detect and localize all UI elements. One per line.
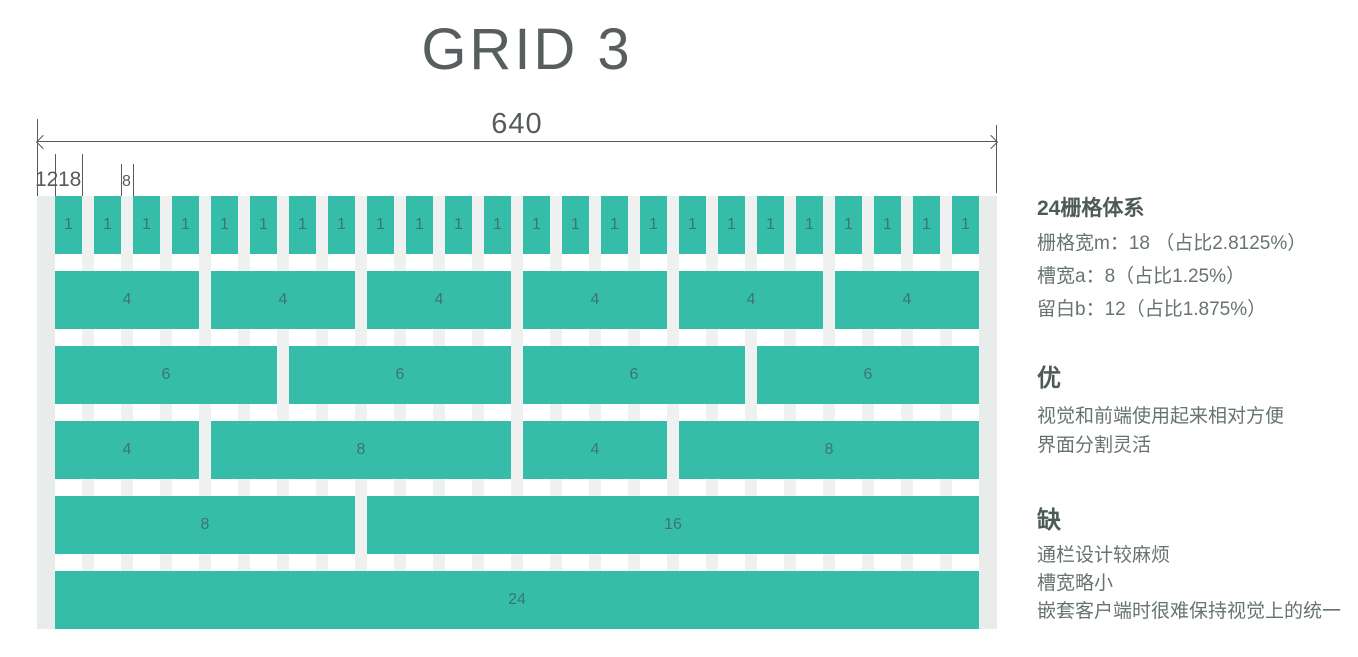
grid-block-span-1: 1 xyxy=(913,196,940,254)
grid-block-span-1: 1 xyxy=(445,196,472,254)
grid-block-span-4: 4 xyxy=(679,271,823,329)
grid-block-span-1: 1 xyxy=(718,196,745,254)
gutter-stripe xyxy=(589,196,601,629)
page-title: GRID 3 xyxy=(421,17,633,82)
gutter-stripe xyxy=(901,196,913,629)
grid-block-span-1: 1 xyxy=(211,196,238,254)
tick-margin-end xyxy=(55,154,56,196)
grid-block-span-1: 1 xyxy=(601,196,628,254)
grid-block-span-6: 6 xyxy=(757,346,979,404)
grid-block-span-1: 1 xyxy=(172,196,199,254)
pros-list: 视觉和前端使用起来相对方便 界面分割灵活 xyxy=(1037,402,1284,460)
grid-block-span-1: 1 xyxy=(289,196,316,254)
dimension-total-label: 640 xyxy=(491,108,543,140)
panel-heading: 24栅格体系 xyxy=(1037,197,1145,220)
gutter-stripe xyxy=(940,196,952,629)
grid-block-span-8: 8 xyxy=(679,421,979,479)
gutter-stripe xyxy=(121,196,133,629)
grid-block-span-1: 1 xyxy=(55,196,82,254)
gutter-stripe xyxy=(238,196,250,629)
pros-heading: 优 xyxy=(1037,365,1061,392)
text-line: 槽宽略小 xyxy=(1037,573,1114,594)
text-line: 栅格宽m：18 （占比2.8125%） xyxy=(1037,233,1307,254)
grid-block-span-1: 1 xyxy=(94,196,121,254)
grid-block-span-24: 24 xyxy=(55,571,979,629)
gutter-stripe xyxy=(550,196,562,629)
grid-block-span-8: 8 xyxy=(55,496,355,554)
grid-block-span-4: 4 xyxy=(523,421,667,479)
cons-heading: 缺 xyxy=(1037,507,1061,534)
grid-block-span-4: 4 xyxy=(523,271,667,329)
gutter-stripe xyxy=(277,196,289,629)
gutter-stripe xyxy=(355,196,367,629)
grid-block-span-1: 1 xyxy=(835,196,862,254)
grid-block-span-1: 1 xyxy=(484,196,511,254)
gutter-stripe xyxy=(706,196,718,629)
grid-block-span-1: 1 xyxy=(367,196,394,254)
spec-list: 栅格宽m：18 （占比2.8125%） 槽宽a：8（占比1.25%） 留白b：12（… xyxy=(1037,227,1306,326)
gutter-stripe xyxy=(628,196,640,629)
gutter-stripe xyxy=(472,196,484,629)
grid-block-span-4: 4 xyxy=(55,271,199,329)
gutter-width-label: 8 xyxy=(122,173,131,190)
gutter-stripe xyxy=(784,196,796,629)
grid-block-span-1: 1 xyxy=(562,196,589,254)
tick-column-end xyxy=(82,154,83,196)
tick-gutter-start xyxy=(121,164,122,196)
grid-block-span-6: 6 xyxy=(523,346,745,404)
grid-block-span-1: 1 xyxy=(250,196,277,254)
dimension-line xyxy=(37,141,997,142)
text-line: 通栏设计较麻烦 xyxy=(1037,545,1171,566)
tick-gutter-end xyxy=(133,164,134,196)
gutter-stripe xyxy=(394,196,406,629)
dimension-left-edge-line xyxy=(37,119,38,196)
gutter-stripe xyxy=(160,196,172,629)
grid-block-span-1: 1 xyxy=(523,196,550,254)
grid-block-span-4: 4 xyxy=(367,271,511,329)
cons-list: 通栏设计较麻烦 槽宽略小嵌套客户端时很难保持视觉上的统一 xyxy=(1037,542,1341,626)
grid-block-span-1: 1 xyxy=(952,196,979,254)
text-line: 界面分割灵活 xyxy=(1037,435,1152,456)
gutter-stripe xyxy=(745,196,757,629)
grid-block-span-1: 1 xyxy=(133,196,160,254)
gutter-stripe xyxy=(667,196,679,629)
gutter-stripe xyxy=(823,196,835,629)
grid-block-span-1: 1 xyxy=(874,196,901,254)
grid-block-span-1: 1 xyxy=(328,196,355,254)
text-line: 槽宽a：8（占比1.25%） xyxy=(1037,266,1246,287)
grid-block-span-4: 4 xyxy=(211,271,355,329)
gutter-stripe xyxy=(199,196,211,629)
margin-stripe xyxy=(979,196,997,629)
grid-block-span-1: 1 xyxy=(406,196,433,254)
margin-width-label: 12 xyxy=(35,168,59,191)
margin-stripe xyxy=(37,196,55,629)
grid-block-span-1: 1 xyxy=(640,196,667,254)
gutter-stripe xyxy=(433,196,445,629)
text-line: 视觉和前端使用起来相对方便 xyxy=(1037,406,1285,427)
column-width-label: 18 xyxy=(58,168,82,191)
gutter-stripe xyxy=(82,196,94,629)
gutter-stripe xyxy=(511,196,523,629)
grid-block-span-4: 4 xyxy=(55,421,199,479)
grid-block-span-1: 1 xyxy=(796,196,823,254)
grid-block-span-6: 6 xyxy=(55,346,277,404)
dimension-right-edge-line xyxy=(996,125,997,193)
grid-block-span-16: 16 xyxy=(367,496,979,554)
grid-block-span-8: 8 xyxy=(211,421,511,479)
text-line: 嵌套客户端时很难保持视觉上的统一 xyxy=(1037,601,1342,622)
gutter-stripe xyxy=(862,196,874,629)
grid-block-span-4: 4 xyxy=(835,271,979,329)
gutter-stripe xyxy=(316,196,328,629)
grid-block-span-1: 1 xyxy=(679,196,706,254)
grid-block-span-6: 6 xyxy=(289,346,511,404)
text-line: 留白b：12（占比1.875%） xyxy=(1037,299,1267,320)
grid-block-span-1: 1 xyxy=(757,196,784,254)
